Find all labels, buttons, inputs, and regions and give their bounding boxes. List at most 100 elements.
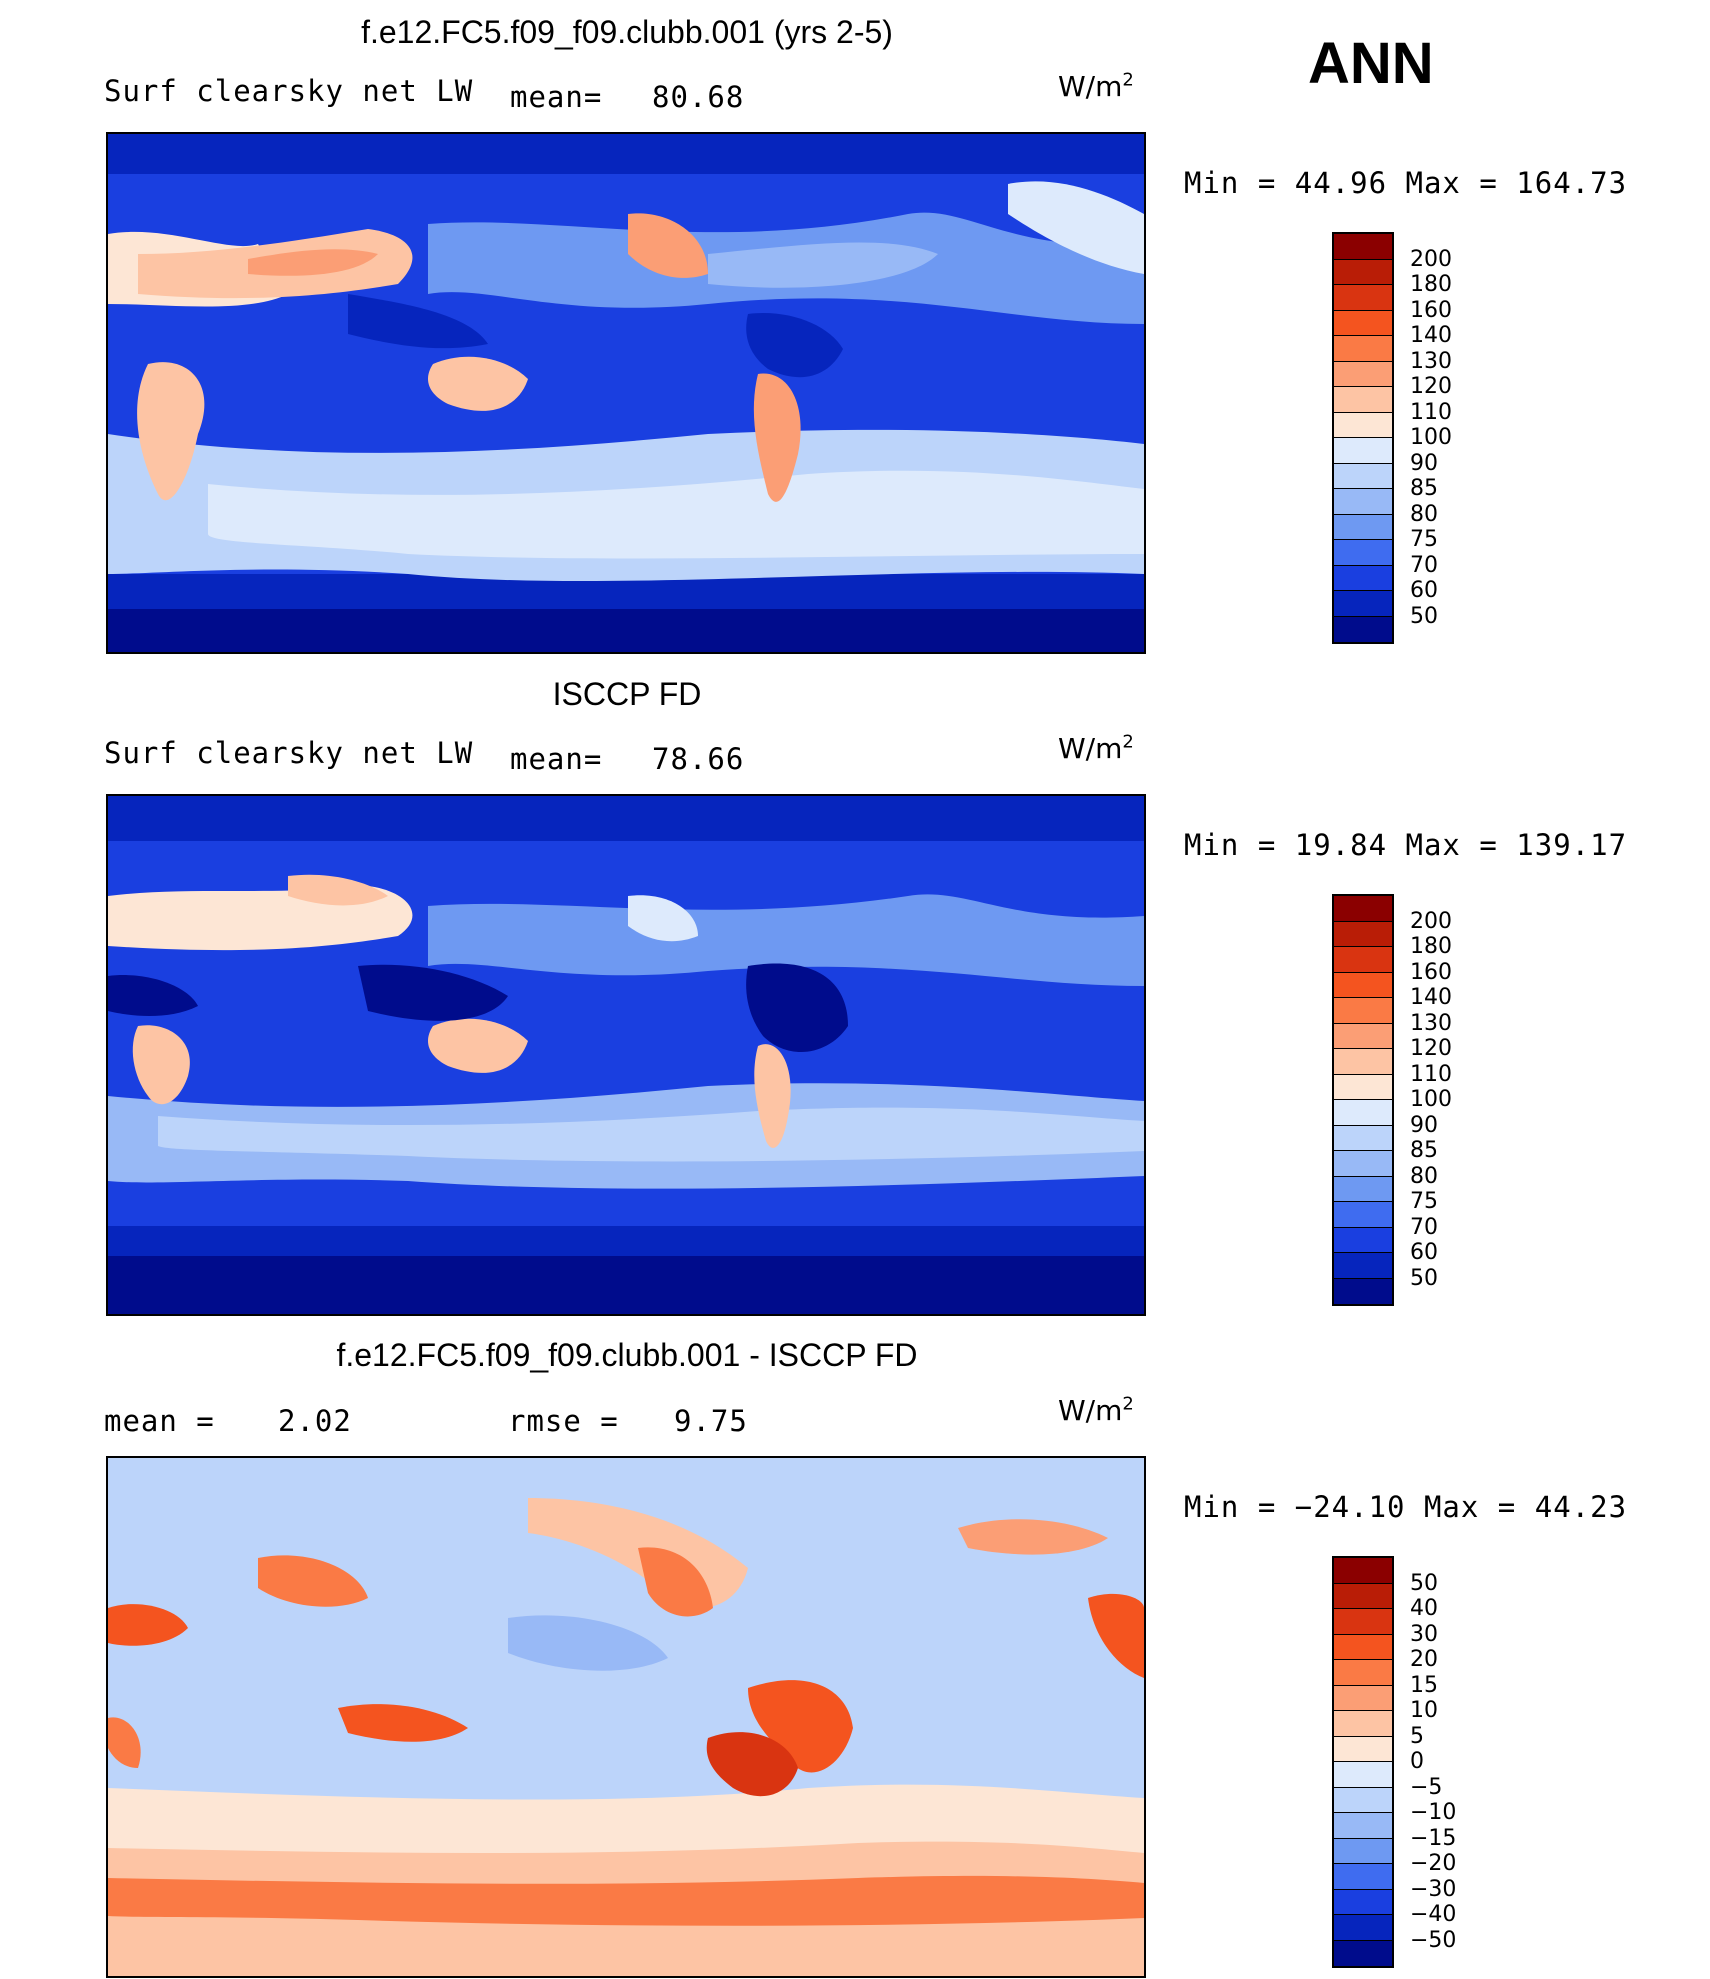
map-observation-field	[108, 796, 1144, 1314]
colorbar-swatch	[1334, 1202, 1392, 1228]
colorbar-tick-label: 75	[1410, 1189, 1438, 1214]
colorbar-tick-label: 120	[1410, 374, 1452, 399]
colorbar-tick-label: 20	[1410, 1647, 1438, 1672]
mean-label: mean=	[510, 742, 603, 776]
colorbar-swatch	[1334, 1660, 1392, 1686]
colorbar-tick-label: −15	[1410, 1825, 1457, 1851]
colorbar-swatch	[1334, 1227, 1392, 1253]
colorbar-swatch	[1334, 1838, 1392, 1864]
colorbar-swatch	[1334, 921, 1392, 947]
colorbar-tick-label: 40	[1410, 1596, 1438, 1621]
colorbar-tick-label: 50	[1410, 603, 1438, 629]
colorbar-tick-label: −40	[1410, 1902, 1457, 1927]
colorbar-swatch	[1334, 412, 1392, 438]
colorbar-swatch	[1334, 1100, 1392, 1126]
colorbar-tick-label: 10	[1410, 1698, 1438, 1723]
colorbar-tick-label: 50	[1410, 1570, 1438, 1596]
colorbar-swatch	[1334, 1583, 1392, 1609]
colorbar-swatch	[1334, 1915, 1392, 1941]
colorbar-swatch	[1334, 591, 1392, 617]
colorbar-tick-label: 100	[1410, 425, 1452, 450]
colorbar-tick-label: 160	[1410, 297, 1452, 323]
colorbar-swatch	[1334, 1558, 1392, 1584]
colorbar-tick-label: 110	[1410, 1061, 1452, 1087]
colorbar-tick-label: 110	[1410, 399, 1452, 425]
colorbar-swatch	[1334, 1176, 1392, 1202]
colorbar-observation	[1332, 894, 1394, 1306]
panel-title: f.e12.FC5.f09_f09.clubb.001 (yrs 2-5)	[361, 14, 893, 50]
colorbar-swatch	[1334, 1736, 1392, 1762]
colorbar-tick-label: 180	[1410, 934, 1452, 959]
season-label: ANN	[1308, 31, 1434, 96]
colorbar-tick-label: 180	[1410, 272, 1452, 297]
colorbar-swatch	[1334, 361, 1392, 387]
colorbar-tick-label: 130	[1410, 1010, 1452, 1036]
colorbar-swatch	[1334, 1125, 1392, 1151]
colorbar-tick-label: 200	[1410, 908, 1452, 934]
colorbar-tick-label: 80	[1410, 501, 1438, 527]
colorbar-swatch	[1334, 259, 1392, 285]
map-model	[106, 132, 1146, 654]
colorbar-swatch	[1334, 947, 1392, 973]
colorbar-swatch	[1334, 1711, 1392, 1737]
colorbar-tick-label: 70	[1410, 1214, 1438, 1240]
colorbar-swatch	[1334, 285, 1392, 311]
colorbar-tick-label: −5	[1410, 1774, 1443, 1800]
colorbar-swatch	[1334, 1151, 1392, 1177]
map-difference	[106, 1456, 1146, 1978]
units-label: W/m2	[1058, 731, 1134, 765]
colorbar-tick-label: −30	[1410, 1876, 1457, 1902]
colorbar-tick-label: 85	[1410, 476, 1438, 501]
map-difference-field	[108, 1458, 1144, 1976]
colorbar-swatch	[1334, 1889, 1392, 1915]
colorbar-swatch	[1334, 1278, 1392, 1304]
colorbar-tick-label: 60	[1410, 1240, 1438, 1265]
colorbar-tick-label: −10	[1410, 1800, 1457, 1825]
colorbar-swatch	[1334, 1634, 1392, 1660]
colorbar-swatch	[1334, 565, 1392, 591]
colorbar-tick-label: 90	[1410, 1112, 1438, 1138]
colorbar-swatch	[1334, 336, 1392, 362]
panel-title: ISCCP FD	[552, 676, 702, 712]
colorbar-tick-label: 85	[1410, 1138, 1438, 1163]
variable-label: Surf clearsky net LW	[104, 736, 474, 770]
colorbar-swatch	[1334, 1049, 1392, 1075]
colorbar-swatch	[1334, 972, 1392, 998]
colorbar-tick-label: 100	[1410, 1087, 1452, 1112]
rmse-value: 9.75	[674, 1404, 748, 1438]
colorbar-tick-label: 15	[1410, 1672, 1438, 1698]
colorbar-tick-label: 80	[1410, 1163, 1438, 1189]
colorbar-tick-label: 200	[1410, 246, 1452, 272]
colorbar-tick-label: 60	[1410, 578, 1438, 603]
colorbar-swatch	[1334, 1787, 1392, 1813]
colorbar-swatch	[1334, 489, 1392, 515]
colorbar-tick-label: 90	[1410, 450, 1438, 476]
colorbar-swatch	[1334, 234, 1392, 260]
min-max-label: Min = 19.84 Max = 139.17	[1184, 828, 1628, 862]
min-max-label: Min = 44.96 Max = 164.73	[1184, 166, 1628, 200]
colorbar-tick-label: 120	[1410, 1036, 1452, 1061]
colorbar-swatch	[1334, 616, 1392, 642]
colorbar-tick-label: 160	[1410, 959, 1452, 985]
colorbar-swatch	[1334, 1685, 1392, 1711]
units-label: W/m2	[1058, 1393, 1134, 1427]
min-max-label: Min = −24.10 Max = 44.23	[1184, 1490, 1628, 1524]
colorbar-swatch	[1334, 1023, 1392, 1049]
colorbar-tick-label: 140	[1410, 985, 1452, 1010]
colorbar-swatch	[1334, 1940, 1392, 1966]
colorbar-swatch	[1334, 540, 1392, 566]
mean-value: 2.02	[278, 1404, 352, 1438]
colorbar-swatch	[1334, 387, 1392, 413]
colorbar-tick-label: 50	[1410, 1265, 1438, 1291]
panel-title: f.e12.FC5.f09_f09.clubb.001 - ISCCP FD	[336, 1337, 918, 1373]
colorbar-swatch	[1334, 1813, 1392, 1839]
units-label: W/m2	[1058, 69, 1134, 103]
colorbar-swatch	[1334, 438, 1392, 464]
rmse-label: rmse =	[508, 1404, 619, 1438]
colorbar-swatch	[1334, 1253, 1392, 1279]
colorbar-swatch	[1334, 1762, 1392, 1788]
colorbar-swatch	[1334, 896, 1392, 922]
colorbar-tick-label: 75	[1410, 527, 1438, 552]
colorbar-swatch	[1334, 514, 1392, 540]
map-model-field	[108, 134, 1144, 652]
